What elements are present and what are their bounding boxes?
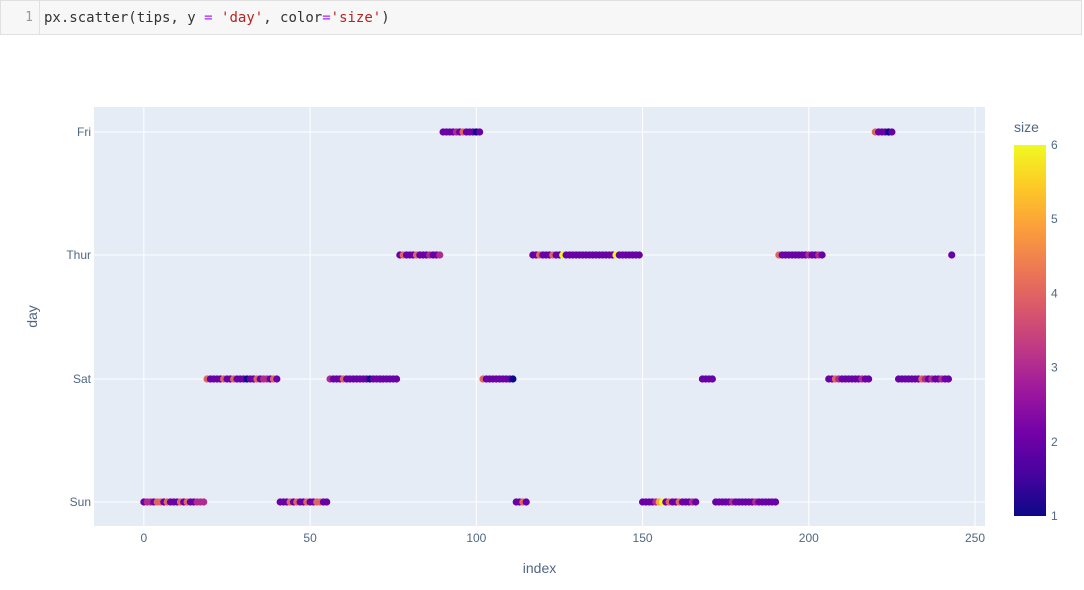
gutter-divider (39, 0, 40, 35)
y-tick-label: Thur (66, 248, 91, 262)
data-point (692, 498, 700, 506)
data-point (888, 128, 896, 136)
data-point (635, 251, 643, 259)
line-number: 1 (25, 10, 33, 25)
x-axis-title: index (523, 560, 556, 576)
colorbar-title: size (1014, 119, 1039, 135)
y-tick-label: Sun (70, 495, 91, 509)
data-point (476, 128, 484, 136)
y-tick-label: Fri (77, 125, 91, 139)
data-point (323, 498, 331, 506)
code-token: 'size' (330, 9, 382, 26)
data-point (436, 251, 444, 259)
data-point (944, 375, 953, 383)
colorbar-tick-label: 3 (1051, 361, 1058, 375)
code-token: px.scatter(tips, y (44, 9, 205, 26)
data-point (818, 251, 826, 259)
colorbar-tick-label: 5 (1051, 212, 1058, 226)
code-line[interactable]: px.scatter(tips, y = 'day', color='size'… (40, 10, 390, 26)
x-tick-label: 200 (799, 531, 819, 545)
colorbar-tick-label: 6 (1051, 138, 1058, 152)
data-point (273, 375, 281, 383)
code-cell[interactable]: 1 px.scatter(tips, y = 'day', color='siz… (0, 0, 1082, 35)
data-point (948, 251, 956, 259)
data-point (771, 498, 780, 506)
colorbar-tick-label: 4 (1051, 286, 1058, 300)
x-tick-label: 250 (965, 531, 985, 545)
y-tick-label: Sat (73, 372, 92, 386)
data-point (200, 498, 208, 506)
code-token: = (322, 9, 331, 26)
colorbar (1014, 145, 1046, 516)
data-point (865, 375, 873, 383)
x-tick-label: 0 (141, 531, 148, 545)
data-point (509, 375, 517, 383)
x-tick-label: 100 (466, 531, 486, 545)
data-point (522, 498, 530, 506)
colorbar-tick-label: 2 (1051, 435, 1058, 449)
code-token: = (204, 9, 213, 26)
data-point (392, 375, 401, 383)
x-tick-label: 150 (633, 531, 653, 545)
x-tick-label: 50 (303, 531, 317, 545)
data-point (708, 375, 716, 383)
code-token: 'day' (221, 9, 264, 26)
code-token: , color (263, 9, 323, 26)
colorbar-tick-label: 1 (1051, 509, 1058, 523)
y-axis-title: day (24, 305, 40, 328)
code-token: ) (381, 9, 390, 26)
plot-area (94, 107, 985, 526)
